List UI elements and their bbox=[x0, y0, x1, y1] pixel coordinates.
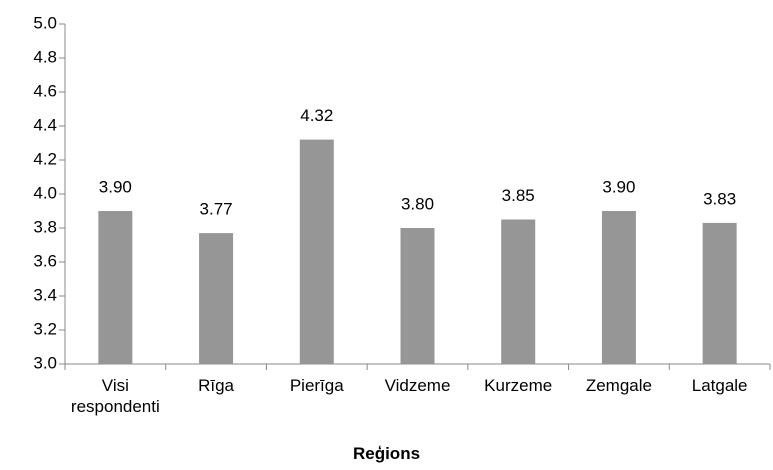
bar bbox=[400, 228, 435, 364]
value-label: 3.90 bbox=[602, 177, 635, 196]
y-tick-label: 3.6 bbox=[33, 251, 57, 270]
bar bbox=[501, 219, 536, 364]
value-label-bg bbox=[292, 105, 341, 128]
y-tick-label: 4.8 bbox=[33, 47, 57, 66]
bar bbox=[299, 139, 334, 364]
value-label-bg bbox=[695, 188, 744, 211]
value-label-bg bbox=[494, 185, 543, 208]
value-label: 3.80 bbox=[401, 194, 434, 213]
y-tick-label: 4.4 bbox=[33, 115, 57, 134]
value-label-bg bbox=[91, 177, 140, 199]
y-tick-label: 3.0 bbox=[33, 353, 57, 372]
value-label: 3.90 bbox=[99, 177, 132, 196]
bar bbox=[98, 211, 133, 364]
value-label-bg bbox=[393, 194, 442, 216]
x-tick-label: Vidzeme bbox=[384, 376, 451, 395]
x-tick-label: Kurzeme bbox=[484, 376, 553, 395]
x-tick-label: Zemgale bbox=[585, 376, 652, 395]
value-label: 3.85 bbox=[502, 186, 535, 205]
x-tick-label: Latgale bbox=[691, 376, 748, 395]
y-tick-label: 4.0 bbox=[33, 183, 57, 202]
x-tick-label: Visi respondenti bbox=[70, 376, 160, 416]
value-label-bg bbox=[594, 177, 643, 199]
value-label-bg bbox=[192, 199, 241, 222]
value-label: 3.77 bbox=[200, 200, 233, 219]
x-tick-label: Rīga bbox=[198, 376, 235, 395]
y-tick-label: 3.4 bbox=[33, 285, 57, 304]
x-axis-title: Reģions bbox=[352, 444, 421, 463]
y-tick-label: 3.8 bbox=[33, 217, 57, 236]
x-tick-label: Pierīga bbox=[289, 376, 344, 395]
y-tick-label: 3.2 bbox=[33, 319, 57, 338]
y-tick-label: 4.6 bbox=[33, 81, 57, 100]
value-label: 4.32 bbox=[300, 106, 333, 125]
bar bbox=[702, 222, 737, 364]
bar bbox=[601, 211, 636, 364]
y-tick-label: 5.0 bbox=[33, 13, 57, 32]
y-tick-label: 4.2 bbox=[33, 149, 57, 168]
bar bbox=[199, 233, 234, 364]
value-label: 3.83 bbox=[703, 189, 736, 208]
